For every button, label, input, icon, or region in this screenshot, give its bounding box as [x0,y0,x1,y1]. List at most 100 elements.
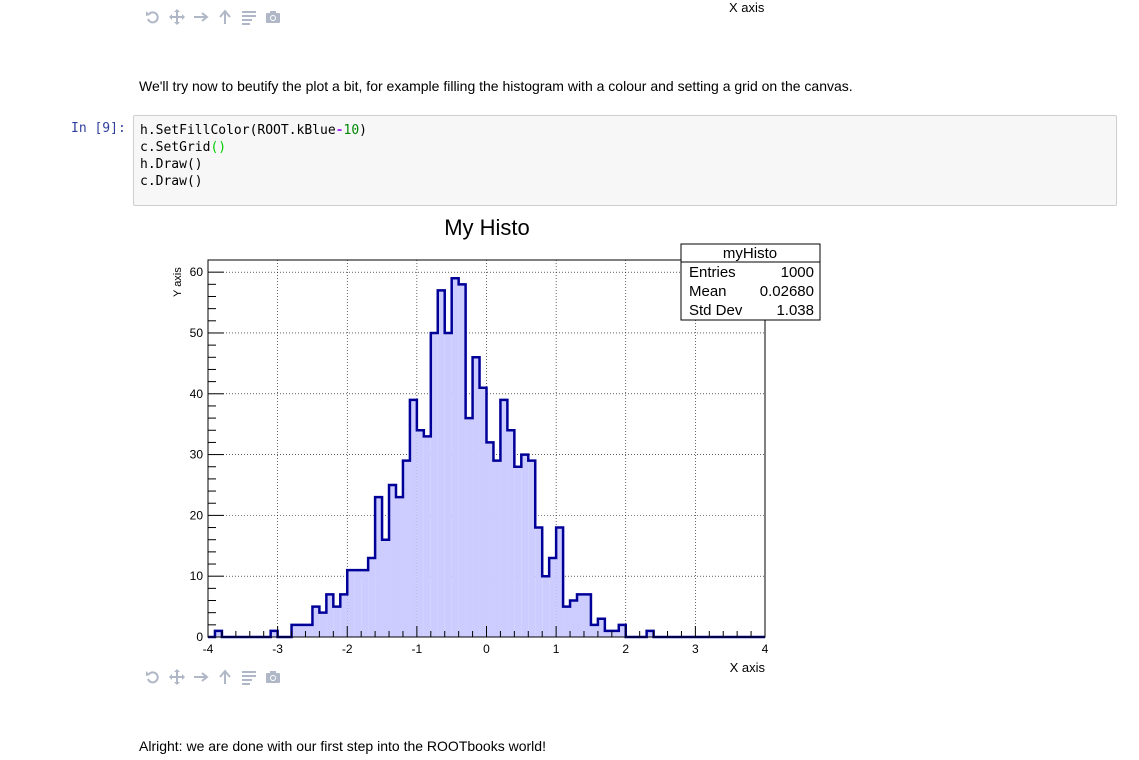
histogram-bin [528,460,536,637]
histogram-bin [326,594,334,637]
arrow-right-icon[interactable] [192,668,210,686]
x-tick-label: 0 [483,642,490,656]
x-tick-label: 1 [553,642,560,656]
histogram-bin [590,624,598,637]
histogram-bin [479,387,487,637]
histogram-bin [270,630,278,637]
x-tick-label: -4 [203,642,214,656]
histogram-bin [493,460,501,637]
list-icon[interactable] [240,8,258,26]
histogram-bin [563,606,571,637]
y-tick-label: 40 [190,387,204,401]
y-tick-label: 20 [190,508,204,522]
histogram-bin [556,527,564,637]
x-axis-label: X axis [730,660,766,675]
histogram-bin [389,484,396,637]
list-icon[interactable] [240,668,258,686]
plot-toolbar [144,668,282,686]
histogram-bin [507,430,515,637]
markdown-outro: Alright: we are done with our first step… [139,738,546,754]
histogram-bin [319,612,327,637]
chart-title: My Histo [444,215,530,240]
cell-prompt: In [9]: [71,121,126,136]
histogram-bin [298,624,306,637]
histogram-bin [375,497,383,637]
stats-mean-value: 0.02680 [760,283,814,300]
stats-title: myHisto [723,245,777,262]
histogram-bin [368,557,376,637]
histogram-bin [577,594,584,637]
move-icon[interactable] [168,8,186,26]
histogram-bin [214,630,222,637]
histogram-bin [611,630,619,637]
code-cell[interactable]: h.SetFillColor(ROOT.kBlue-10) c.SetGrid(… [133,115,1117,206]
histogram-bin [514,466,522,637]
y-tick-label: 30 [190,448,204,462]
histogram-bin [291,624,299,637]
histogram-bin [340,594,348,637]
y-tick-label: 0 [196,630,203,644]
histogram-bin [618,624,626,637]
histogram-bin [430,332,438,637]
code-line-1: h.SetFillColor(ROOT.kBlue-10) [140,123,367,138]
x-tick-label: 3 [692,642,699,656]
histogram-bin [395,497,403,637]
x-tick-label: -1 [412,642,423,656]
stats-entries-value: 1000 [781,264,814,281]
x-tick-label: 2 [622,642,629,656]
undo-icon[interactable] [144,668,162,686]
histogram-bin [333,606,341,637]
undo-icon[interactable] [144,8,162,26]
histogram-bin [382,539,390,637]
histogram-bin [437,290,445,637]
move-icon[interactable] [168,668,186,686]
histogram-bin [347,570,355,637]
histogram-bin [472,357,480,637]
histogram-bin [646,630,654,637]
histogram-bin [500,399,508,637]
histogram-bin [416,430,424,637]
markdown-intro: We'll try now to beutify the plot a bit,… [139,78,853,94]
previous-plot-x-axis-label: X axis [729,0,765,15]
histogram-bin [570,600,578,637]
y-tick-label: 60 [190,265,204,279]
camera-icon[interactable] [264,8,282,26]
histogram-bin [409,399,417,637]
code-line-4: c.Draw() [140,174,203,189]
arrow-right-icon[interactable] [192,8,210,26]
stats-box: myHisto Entries 1000 Mean 0.02680 Std De… [680,243,821,321]
histogram-bin [423,436,431,637]
stats-stddev-label: Std Dev [689,302,743,319]
histogram-bin [354,570,362,637]
code-line-3: h.Draw() [140,157,203,172]
histogram-bin [597,618,605,637]
histogram-bin [402,460,410,637]
y-axis-label: Y axis [172,267,184,297]
stats-mean-label: Mean [689,283,727,300]
histogram-bin [549,557,557,637]
arrow-up-icon[interactable] [216,668,234,686]
histogram-bin [361,570,369,637]
histogram-bin [465,418,473,637]
arrow-up-icon[interactable] [216,8,234,26]
x-tick-label: -2 [342,642,353,656]
histogram-bin [535,527,543,637]
histogram-bin [444,332,452,637]
x-tick-label: -3 [272,642,283,656]
camera-icon[interactable] [264,668,282,686]
histogram-bin [451,278,459,637]
stats-entries-label: Entries [689,264,736,281]
histogram-bin [583,594,591,637]
code-line-2: c.SetGrid() [140,140,227,155]
histogram-bin [521,454,529,637]
histogram-bin [486,442,494,637]
plot-toolbar-top [144,8,282,26]
x-tick-label: 4 [762,642,769,656]
histogram-bin [542,576,550,637]
y-tick-label: 50 [190,326,204,340]
histogram-bin [312,606,320,637]
stats-stddev-value: 1.038 [776,302,814,319]
histogram-bin [305,624,313,637]
histogram-bin [604,630,612,637]
